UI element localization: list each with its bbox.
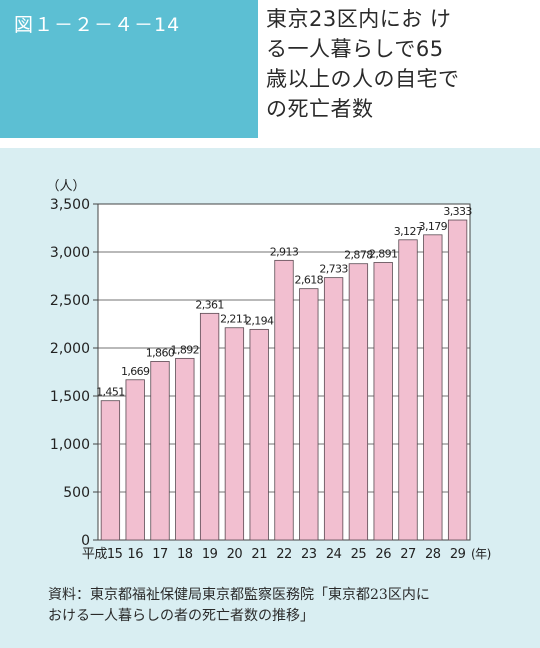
- chart-title-line-3: 歳以上の人の自宅で: [266, 67, 460, 91]
- x-tick-label: 23: [301, 547, 317, 562]
- bar: [398, 239, 418, 541]
- x-tick-label: 26: [375, 547, 391, 562]
- y-tick-label: 1,000: [50, 437, 90, 453]
- x-tick-label: 24: [326, 547, 342, 562]
- bar: [199, 312, 220, 541]
- x-tick-label: 平成15: [82, 547, 123, 562]
- chart-title: 東京23区内にお け る一人暮らしで65 歳以上の人の自宅で の死亡者数: [266, 4, 528, 124]
- y-tick-label: 3,000: [50, 245, 90, 261]
- chart-title-line-2: る一人暮らしで65: [266, 37, 444, 61]
- data-label: 2,618: [295, 274, 324, 287]
- data-label: 1,451: [96, 386, 125, 399]
- data-label: 3,179: [419, 220, 448, 233]
- bar: [274, 259, 294, 541]
- data-label: 3,127: [394, 225, 423, 238]
- bar: [224, 327, 245, 541]
- data-label: 1,860: [146, 346, 175, 359]
- bar: [175, 357, 195, 541]
- bar: [100, 400, 121, 541]
- y-tick-label: 1,500: [50, 389, 90, 405]
- x-tick-label: 22: [276, 547, 292, 562]
- source-line-2: おける一人暮らしの者の死亡者数の推移」: [48, 608, 314, 624]
- bar: [373, 262, 393, 541]
- data-label: 1,669: [121, 365, 150, 378]
- y-axis-unit: （人）: [46, 179, 85, 194]
- x-axis-unit: (年): [471, 547, 491, 561]
- data-label: 2,733: [319, 263, 348, 276]
- data-label: 2,361: [195, 298, 224, 311]
- x-tick-label: 28: [425, 547, 441, 562]
- y-tick-label: 0: [81, 533, 90, 549]
- x-tick-label: 27: [400, 547, 416, 562]
- figure-number-tab: 図１－２－４－14: [0, 0, 258, 138]
- x-tick-label: 29: [450, 547, 466, 562]
- x-tick-label: 16: [127, 547, 143, 562]
- bar: [249, 328, 269, 541]
- x-tick-label: 19: [202, 547, 218, 562]
- bar-chart: 0 500 1,000 1,500 2,000 2,500 3,000 3,500 （人） 1,4…: [46, 179, 491, 562]
- bar: [299, 288, 319, 541]
- x-tick-label: 21: [251, 547, 267, 562]
- y-tick-label: 3,500: [50, 197, 90, 213]
- chart-panel: 0 500 1,000 1,500 2,000 2,500 3,000 3,500 （人） 1,4…: [0, 148, 540, 648]
- x-tick-label: 17: [152, 547, 168, 562]
- x-tick-label: 20: [227, 547, 243, 562]
- bar: [348, 263, 369, 541]
- bar: [150, 361, 170, 541]
- data-label: 2,194: [245, 314, 274, 327]
- chart-title-line-4: の死亡者数: [266, 97, 374, 121]
- data-label: 2,211: [220, 313, 249, 326]
- bar: [323, 277, 344, 541]
- figure-number: 図１－２－４－14: [14, 14, 181, 36]
- bar: [447, 219, 468, 541]
- data-label: 2,913: [270, 245, 299, 258]
- x-tick-label: 25: [351, 547, 367, 562]
- chart-title-line-1: 東京23区内にお け: [266, 7, 452, 31]
- bar: [125, 379, 145, 541]
- y-tick-label: 500: [63, 485, 90, 501]
- y-tick-label: 2,000: [50, 341, 90, 357]
- data-label: 2,891: [369, 247, 398, 260]
- data-label: 3,333: [443, 205, 472, 218]
- data-label: 2,878: [344, 249, 373, 262]
- x-tick-label: 18: [177, 547, 193, 562]
- bar: [423, 234, 443, 541]
- source-line-1: 資料：東京都福祉保健局東京都監察医務院「東京都23区内に: [48, 587, 430, 603]
- y-tick-label: 2,500: [50, 293, 90, 309]
- data-label: 1,892: [171, 343, 200, 356]
- source-note: 資料：東京都福祉保健局東京都監察医務院「東京都23区内に おける一人暮らしの者の…: [48, 585, 518, 627]
